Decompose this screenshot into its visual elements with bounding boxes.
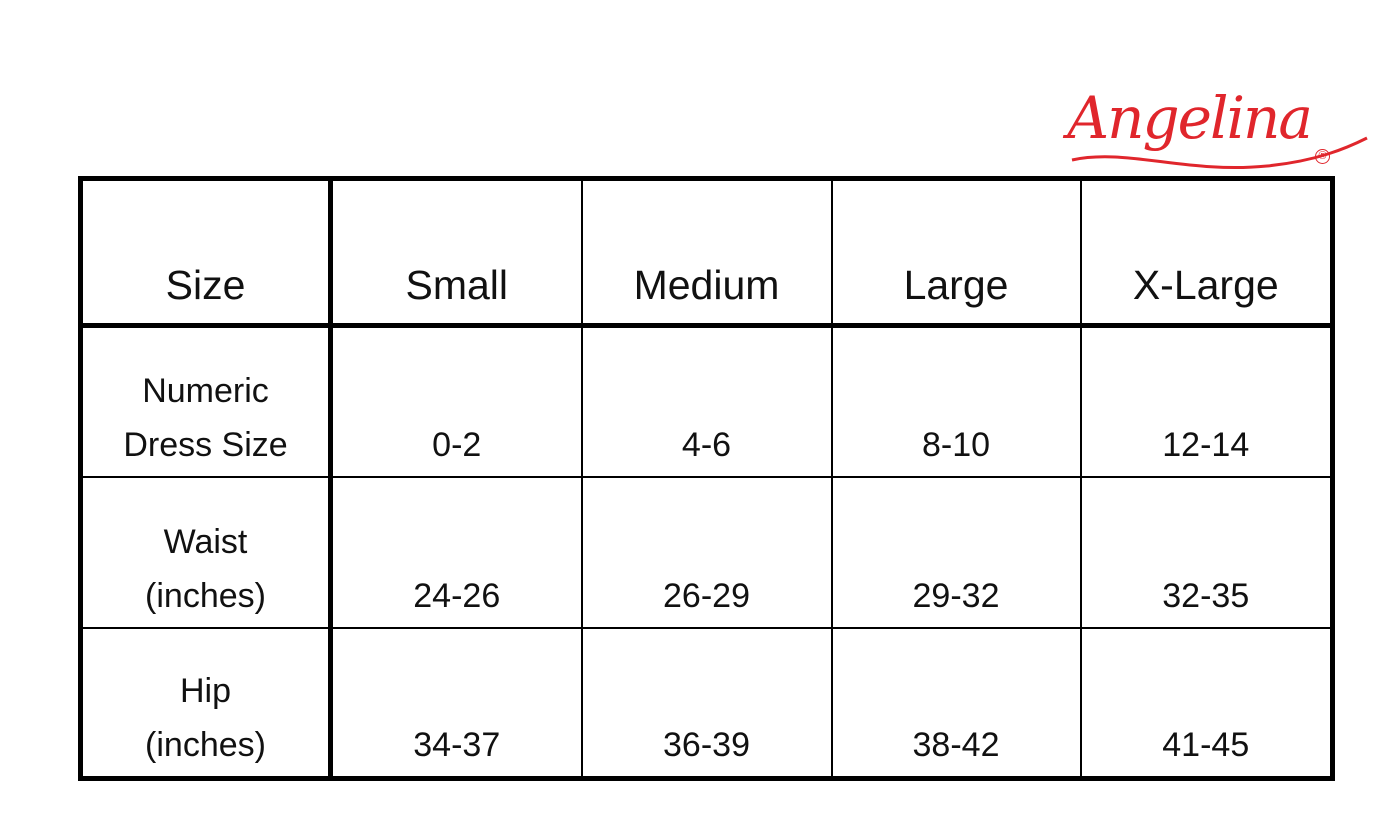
cell: 26-29 (580, 475, 833, 629)
label-line1: Waist (163, 522, 248, 561)
cell: 36-39 (580, 626, 833, 780)
cell: 38-42 (830, 626, 1082, 780)
cell: 34-37 (329, 626, 583, 780)
label-line1: Numeric (142, 371, 269, 410)
cell: 24-26 (329, 475, 583, 629)
registered-mark: ® (1315, 149, 1330, 164)
cell: 12-14 (1079, 324, 1334, 478)
label-line2: Dress Size (123, 425, 288, 464)
cell: 0-2 (329, 324, 583, 478)
header-size: Size (79, 177, 333, 328)
cell: 8-10 (830, 324, 1082, 478)
header-row: Size Small Medium Large X-Large (79, 177, 1334, 328)
row-label: Numeric Dress Size (79, 324, 333, 478)
cell: 29-32 (830, 475, 1082, 629)
header-medium: Medium (580, 177, 833, 328)
header-large: Large (830, 177, 1082, 328)
size-chart-table: Size Small Medium Large X-Large Numeric D… (78, 176, 1335, 781)
row-label: Hip (inches) (79, 626, 333, 780)
label-line1: Hip (179, 672, 232, 710)
logo-text: Angelina (1067, 84, 1313, 152)
label-line2: (inches) (145, 576, 266, 615)
cell: 32-35 (1079, 475, 1334, 629)
angelina-logo: Angelina ® (1067, 62, 1368, 172)
cell: 4-6 (580, 324, 833, 478)
logo-swash (1071, 136, 1368, 170)
header-small: Small (329, 177, 583, 328)
row-hip: Hip (inches) 34-37 36-39 38-42 41-45 (79, 626, 1334, 780)
label-line2: (inches) (145, 726, 266, 764)
row-waist: Waist (inches) 24-26 26-29 29-32 32-35 (79, 475, 1334, 629)
cell: 41-45 (1079, 626, 1334, 780)
row-label: Waist (inches) (79, 475, 333, 629)
header-x-large: X-Large (1079, 177, 1334, 328)
row-dress-size: Numeric Dress Size 0-2 4-6 8-10 12-14 (79, 324, 1334, 478)
